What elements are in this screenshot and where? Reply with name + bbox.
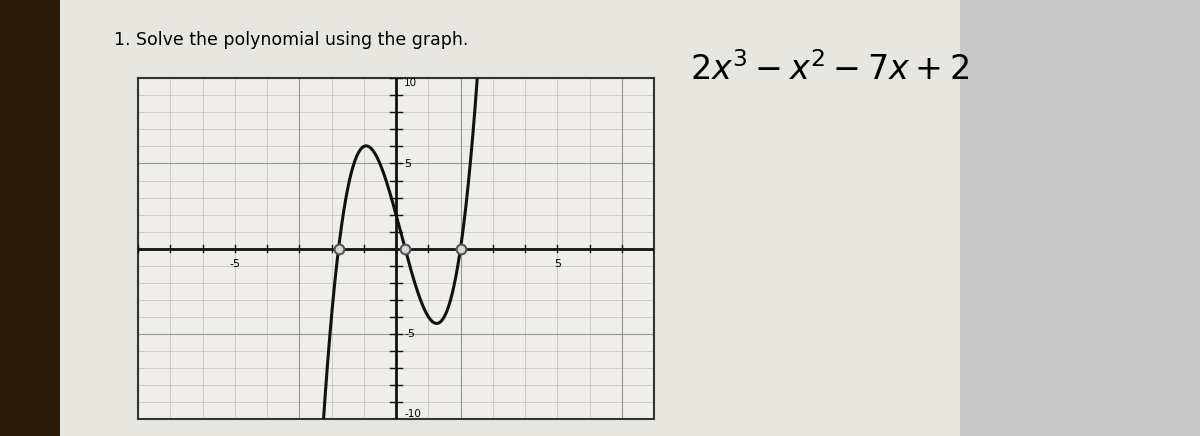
Text: 5: 5 bbox=[553, 259, 560, 269]
Text: -5: -5 bbox=[229, 259, 240, 269]
Text: -10: -10 bbox=[404, 409, 421, 419]
Text: 10: 10 bbox=[404, 78, 418, 89]
Text: $2x^3 - x^2 - 7x + 2$: $2x^3 - x^2 - 7x + 2$ bbox=[690, 52, 970, 87]
Text: -5: -5 bbox=[404, 329, 415, 338]
Text: 1. Solve the polynomial using the graph.: 1. Solve the polynomial using the graph. bbox=[114, 31, 468, 48]
Text: 5: 5 bbox=[404, 159, 412, 168]
